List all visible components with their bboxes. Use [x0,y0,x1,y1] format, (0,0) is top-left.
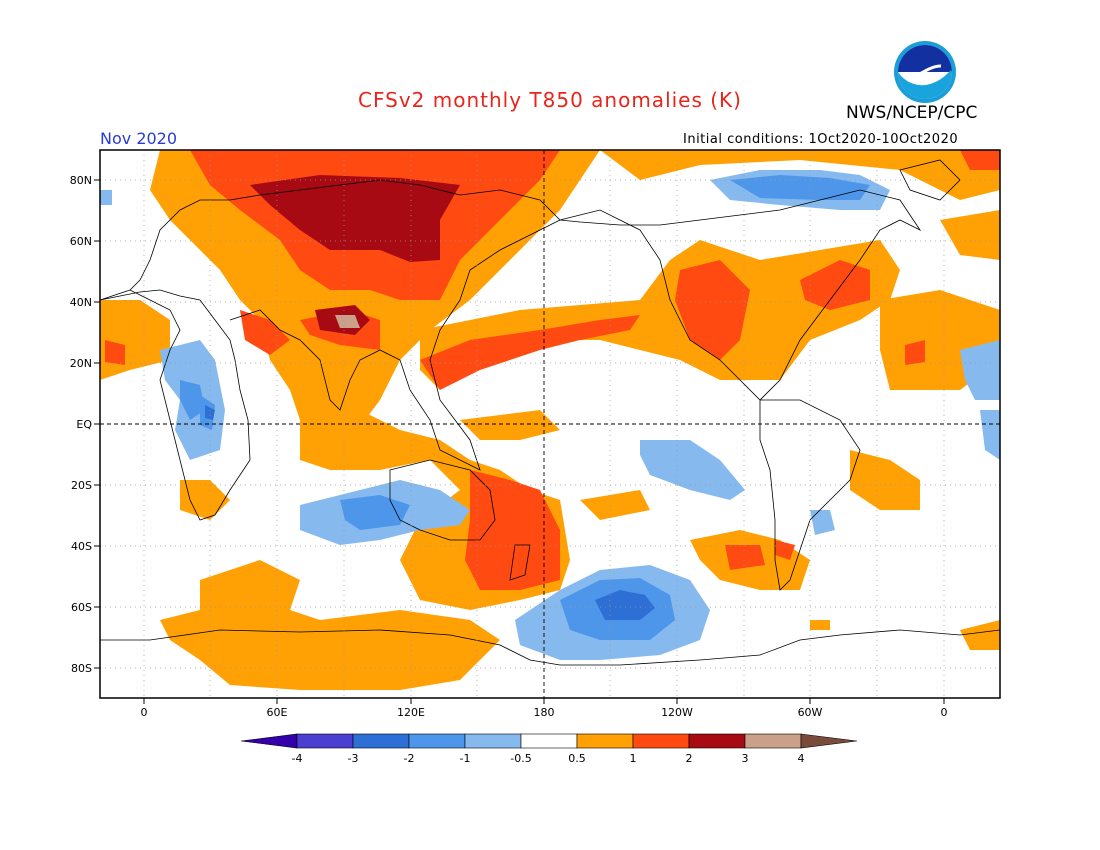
colorbar-segment [688,733,746,749]
colorbar-label: 0.5 [568,752,586,765]
gridlines [100,150,1000,698]
colorbar-label: -3 [347,752,359,765]
colorbar-segment [352,733,410,749]
ticks [94,179,945,704]
colorbar-label: 1 [629,752,637,765]
colorbar-segment [464,733,522,749]
anomaly-fields [100,150,1000,690]
lat-label: 60S [71,601,92,614]
colorbar-label: -2 [403,752,415,765]
lat-label: 60N [69,235,92,248]
initial-conditions: Initial conditions: 1Oct2020-10Oct2020 [683,132,959,147]
colorbar-label: 2 [685,752,693,765]
colorbar-segment [576,733,634,749]
colorbar-segment [744,733,802,749]
agency-label: NWS/NCEP/CPC [846,103,978,123]
coastlines [100,159,1000,666]
lon-label: 180 [533,706,555,719]
anomaly-darkblue [205,405,655,620]
noaa-logo-icon [894,41,956,103]
colorbar-segment [296,733,354,749]
colorbar-segment [240,733,298,749]
colorbar-segment [800,733,858,749]
colorbar-segment [408,733,466,749]
lat-label: 80S [71,662,92,675]
colorbar-label: 4 [797,752,805,765]
colorbar-segment [632,733,690,749]
equator-dateline [100,150,1000,698]
lon-label: 120W [661,706,693,719]
lat-label: 20N [69,357,92,370]
colorbar-segment [520,733,578,749]
lon-label: 60E [266,706,288,719]
lat-label: EQ [76,418,92,431]
lat-label: 40N [69,296,92,309]
colorbar-label: 3 [741,752,749,765]
lat-label: 40S [71,540,92,553]
colorbar-label: -0.5 [510,752,532,765]
lon-label: 120E [397,706,425,719]
anomaly-tan [335,315,360,328]
lat-label: 80N [69,174,92,187]
map-title: CFSv2 monthly T850 anomalies (K) [358,88,742,112]
lat-label: 20S [71,479,92,492]
colorbar-label: -4 [291,752,303,765]
forecast-month: Nov 2020 [100,129,178,148]
lon-label: 60W [797,706,823,719]
lon-label: 0 [940,706,948,719]
colorbar-label: -1 [459,752,471,765]
lon-label: 0 [140,706,148,719]
